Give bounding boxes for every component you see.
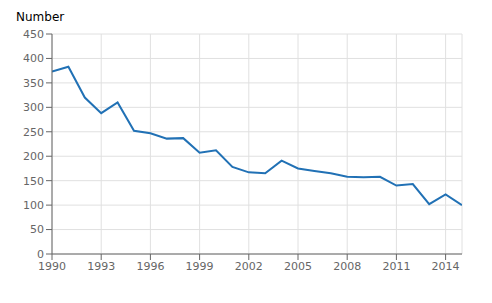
svg-text:350: 350: [23, 77, 44, 90]
svg-text:1996: 1996: [136, 260, 164, 273]
svg-text:1999: 1999: [186, 260, 214, 273]
svg-text:50: 50: [30, 223, 44, 236]
svg-text:0: 0: [37, 248, 44, 261]
svg-text:2011: 2011: [382, 260, 410, 273]
svg-text:2014: 2014: [432, 260, 460, 273]
svg-text:100: 100: [23, 199, 44, 212]
svg-text:1990: 1990: [38, 260, 66, 273]
svg-text:450: 450: [23, 28, 44, 41]
svg-text:300: 300: [23, 101, 44, 114]
svg-text:2002: 2002: [235, 260, 263, 273]
svg-text:250: 250: [23, 126, 44, 139]
svg-text:150: 150: [23, 175, 44, 188]
svg-text:400: 400: [23, 52, 44, 65]
html-text:Number: Number: [16, 10, 65, 24]
svg-text:2008: 2008: [333, 260, 361, 273]
svg-text:2005: 2005: [284, 260, 312, 273]
svg-text:1993: 1993: [87, 260, 115, 273]
svg-text:200: 200: [23, 150, 44, 163]
